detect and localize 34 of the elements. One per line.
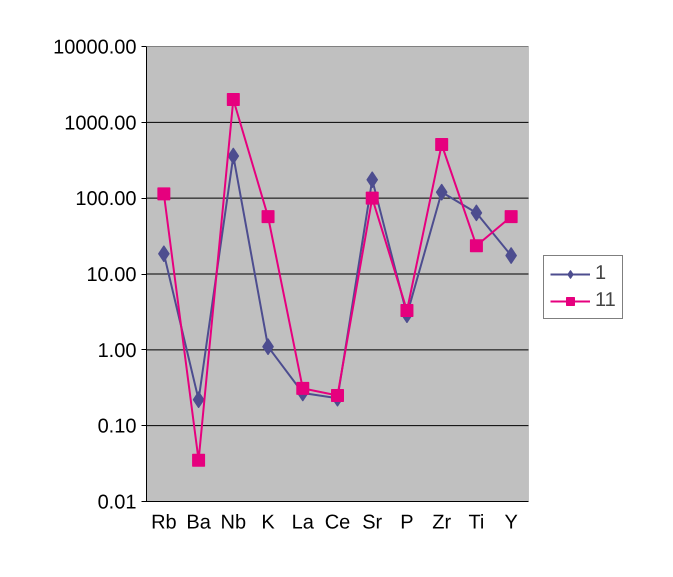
legend-label: 1 [595,262,608,285]
point [226,93,240,106]
x-tick-label: Ce [324,512,350,534]
point [435,138,448,152]
y-tick-label: 10.00 [86,264,137,286]
point [262,210,275,224]
x-tick-label: Zr [432,512,452,534]
x-tick-label: Ba [186,512,212,534]
x-tick-label: Nb [220,512,246,534]
point [504,210,518,224]
x-tick-label: Rb [151,512,177,534]
y-tick-label: 100.00 [75,188,136,210]
x-tick-label: Y [504,512,518,534]
y-tick-label: 10000.00 [53,36,137,58]
point [192,454,206,467]
point [366,192,379,205]
point [470,239,483,252]
x-tick-label: Ti [468,512,484,534]
point [227,147,240,164]
point [366,171,378,188]
x-tick-label: Sr [362,512,383,534]
point [331,388,344,402]
y-tick-label: 1.00 [98,340,137,362]
legend-label: 11 [595,289,616,312]
point [296,382,310,395]
point [400,304,414,318]
x-tick-label: K [261,512,276,534]
y-tick-label: 0.10 [98,416,137,438]
x-tick-label: La [292,512,315,534]
point [436,184,448,201]
point [157,187,170,200]
y-tick-label: 1000.00 [64,112,136,134]
x-tick-label: P [400,512,414,534]
y-tick-label: 0.01 [98,492,137,514]
